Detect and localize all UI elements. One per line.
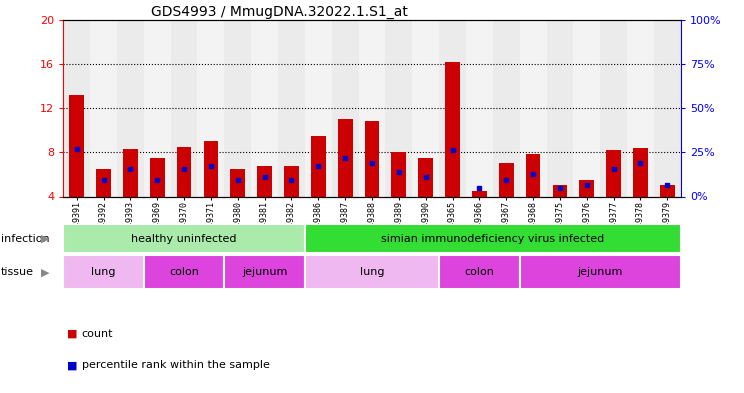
Bar: [311, 136, 326, 196]
Text: ▶: ▶: [41, 267, 49, 277]
Bar: [606, 150, 621, 196]
Bar: [225, 20, 251, 196]
Text: colon: colon: [169, 267, 199, 277]
Bar: [144, 255, 225, 289]
Bar: [251, 20, 278, 196]
Bar: [553, 185, 568, 196]
Bar: [63, 255, 144, 289]
Bar: [439, 20, 466, 196]
Bar: [519, 255, 681, 289]
Bar: [472, 191, 487, 196]
Bar: [418, 158, 433, 196]
Bar: [176, 147, 191, 196]
Bar: [204, 141, 218, 196]
Text: jejunum: jejunum: [242, 267, 287, 277]
Text: ■: ■: [67, 360, 77, 371]
Bar: [526, 154, 540, 196]
Bar: [257, 165, 272, 196]
Text: lung: lung: [360, 267, 384, 277]
Bar: [123, 149, 138, 196]
Text: count: count: [82, 329, 113, 339]
Text: tissue: tissue: [1, 267, 33, 277]
Bar: [305, 255, 439, 289]
Text: colon: colon: [464, 267, 494, 277]
Bar: [284, 165, 299, 196]
Bar: [150, 158, 164, 196]
Bar: [627, 20, 654, 196]
Bar: [654, 20, 681, 196]
Bar: [117, 20, 144, 196]
Bar: [391, 152, 406, 196]
Text: healthy uninfected: healthy uninfected: [131, 234, 237, 244]
Bar: [338, 119, 353, 196]
Bar: [580, 180, 594, 196]
Bar: [144, 20, 170, 196]
Bar: [574, 20, 600, 196]
Text: ▶: ▶: [41, 234, 49, 244]
Bar: [633, 148, 648, 196]
Bar: [660, 185, 675, 196]
Bar: [305, 20, 332, 196]
Bar: [365, 121, 379, 196]
Text: infection: infection: [1, 234, 49, 244]
Text: lung: lung: [92, 267, 116, 277]
Bar: [499, 163, 513, 196]
Bar: [493, 20, 519, 196]
Bar: [278, 20, 305, 196]
Bar: [305, 224, 681, 253]
Bar: [63, 224, 305, 253]
Bar: [225, 255, 305, 289]
Text: simian immunodeficiency virus infected: simian immunodeficiency virus infected: [381, 234, 604, 244]
Bar: [90, 20, 117, 196]
Title: GDS4993 / MmugDNA.32022.1.S1_at: GDS4993 / MmugDNA.32022.1.S1_at: [151, 5, 408, 18]
Bar: [600, 20, 627, 196]
Bar: [547, 20, 574, 196]
Bar: [445, 62, 460, 196]
Text: ■: ■: [67, 329, 77, 339]
Bar: [197, 20, 225, 196]
Bar: [231, 169, 245, 196]
Bar: [96, 169, 111, 196]
Bar: [332, 20, 359, 196]
Text: percentile rank within the sample: percentile rank within the sample: [82, 360, 270, 371]
Bar: [439, 255, 519, 289]
Bar: [519, 20, 547, 196]
Bar: [170, 20, 197, 196]
Bar: [69, 95, 84, 196]
Bar: [63, 20, 90, 196]
Bar: [412, 20, 439, 196]
Text: jejunum: jejunum: [577, 267, 623, 277]
Bar: [385, 20, 412, 196]
Bar: [466, 20, 493, 196]
Bar: [359, 20, 385, 196]
